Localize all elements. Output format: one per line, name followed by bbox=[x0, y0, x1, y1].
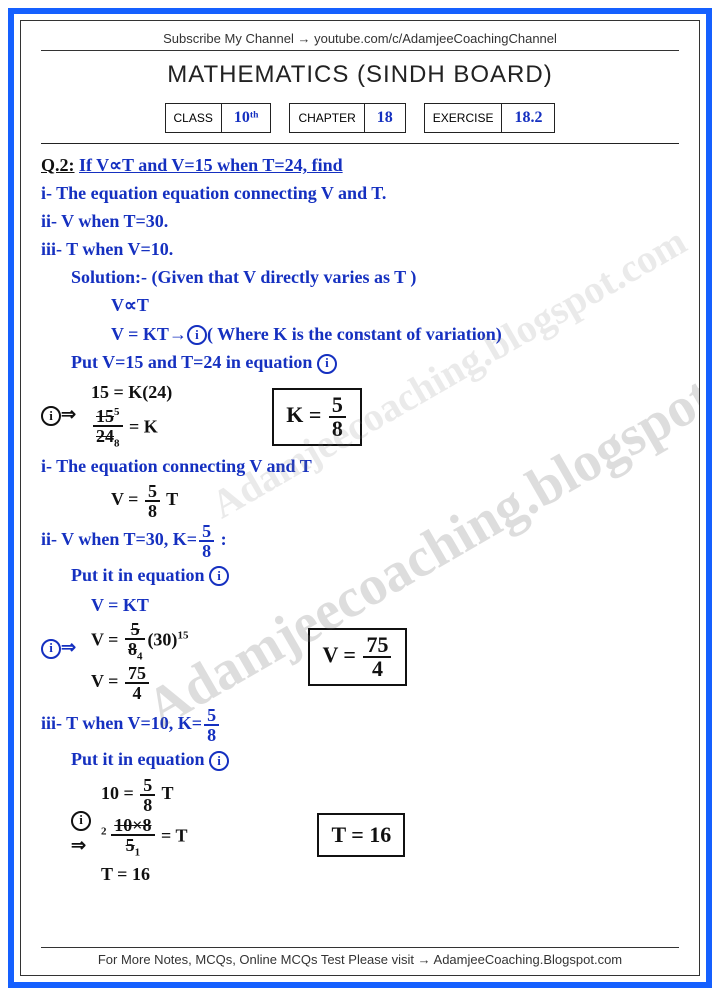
chapter-value: 18 bbox=[365, 109, 405, 127]
eq1: V = KT→i( Where K is the constant of var… bbox=[41, 321, 679, 347]
bottom-bar: For More Notes, MCQs, Online MCQs Test P… bbox=[41, 947, 679, 971]
iii-step1: 10 = 58 T bbox=[101, 776, 187, 814]
ii-step3: V = 754 bbox=[91, 664, 188, 702]
calc-1a: 15 = K(24) bbox=[91, 379, 172, 405]
ii-step2: V = 584(30)15 bbox=[91, 620, 188, 663]
question-stem: Q.2: If V∝T and V=15 when T=24, find bbox=[41, 152, 679, 178]
boxed-v: V = 754 bbox=[308, 628, 407, 686]
ref-i-1: i bbox=[41, 406, 61, 426]
calc-1b: 155248 = K bbox=[91, 407, 172, 450]
ans-i-head: i- The equation connecting V and T bbox=[41, 453, 679, 479]
ans-ii-put: Put it in equation i bbox=[41, 562, 679, 588]
top-bar: Subscribe My Channel → youtube.com/c/Ada… bbox=[41, 27, 679, 51]
ref-i-2: i bbox=[41, 639, 61, 659]
class-value: 10ᵗʰ bbox=[222, 109, 271, 127]
part-i: i- The equation equation connecting V an… bbox=[41, 180, 679, 206]
ans-ii-head: ii- V when T=30, K=58 : bbox=[41, 522, 679, 560]
part-iii: iii- T when V=10. bbox=[41, 236, 679, 262]
outer-frame: Subscribe My Channel → youtube.com/c/Ada… bbox=[8, 8, 712, 988]
content: Adamjeecoaching.blogspot.com Adamjeecoac… bbox=[41, 143, 679, 889]
boxed-t: T = 16 bbox=[317, 813, 405, 857]
page-title: MATHEMATICS (SINDH BOARD) bbox=[41, 61, 679, 89]
chapter-label: CHAPTER bbox=[290, 104, 364, 132]
proportion: V∝T bbox=[41, 292, 679, 318]
solution-head: Solution:- (Given that V directly varies… bbox=[41, 264, 679, 290]
meta-exercise: EXERCISE 18.2 bbox=[424, 103, 556, 133]
class-label: CLASS bbox=[166, 104, 222, 132]
ii-step1: V = KT bbox=[91, 592, 188, 618]
ref-i-3: i bbox=[71, 811, 91, 831]
q-text: If V∝T and V=15 when T=24, find bbox=[79, 155, 343, 175]
part-ii: ii- V when T=30. bbox=[41, 208, 679, 234]
iii-step2: 2 10×851 = T bbox=[101, 816, 187, 859]
q-number: Q.2: bbox=[41, 155, 75, 175]
meta-chapter: CHAPTER 18 bbox=[289, 103, 405, 133]
iii-step3: T = 16 bbox=[101, 861, 187, 887]
boxed-k: K = 58 bbox=[272, 388, 362, 446]
ans-iii-put: Put it in equation i bbox=[41, 746, 679, 772]
meta-row: CLASS 10ᵗʰ CHAPTER 18 EXERCISE 18.2 bbox=[41, 103, 679, 133]
exercise-value: 18.2 bbox=[502, 109, 554, 127]
inner-frame: Subscribe My Channel → youtube.com/c/Ada… bbox=[20, 20, 700, 976]
ans-i-eq: V = 58 T bbox=[41, 482, 679, 520]
exercise-label: EXERCISE bbox=[425, 104, 503, 132]
ans-iii-head: iii- T when V=10, K=58 bbox=[41, 706, 679, 744]
put-values-1: Put V=15 and T=24 in equation i bbox=[41, 349, 679, 375]
meta-class: CLASS 10ᵗʰ bbox=[165, 103, 272, 133]
